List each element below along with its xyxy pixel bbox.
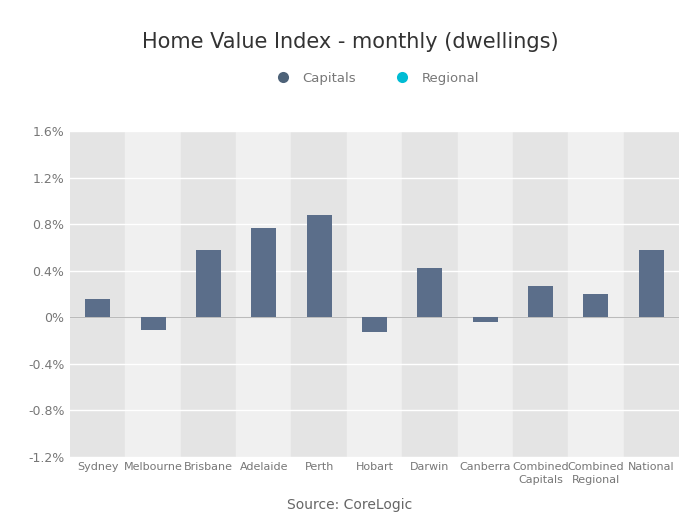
Bar	[70, 131, 125, 457]
Bar	[141, 317, 165, 330]
Bar	[458, 131, 513, 457]
Bar	[402, 131, 458, 457]
Bar	[251, 228, 276, 317]
Bar	[624, 131, 679, 457]
Bar	[346, 131, 402, 457]
Bar	[291, 131, 346, 457]
Bar	[639, 250, 664, 317]
Bar	[568, 131, 624, 457]
Bar	[181, 131, 236, 457]
Bar	[417, 268, 442, 317]
Text: Source: CoreLogic: Source: CoreLogic	[288, 498, 412, 512]
Legend: Capitals, Regional: Capitals, Regional	[264, 66, 485, 90]
Bar	[236, 131, 291, 457]
Bar	[362, 317, 387, 332]
Bar	[307, 215, 332, 317]
Bar	[473, 317, 498, 322]
Bar	[513, 131, 568, 457]
Text: Home Value Index - monthly (dwellings): Home Value Index - monthly (dwellings)	[141, 32, 559, 51]
Bar	[584, 294, 608, 317]
Bar	[528, 286, 553, 317]
Bar	[125, 131, 181, 457]
Bar	[196, 250, 221, 317]
Bar	[85, 299, 110, 317]
